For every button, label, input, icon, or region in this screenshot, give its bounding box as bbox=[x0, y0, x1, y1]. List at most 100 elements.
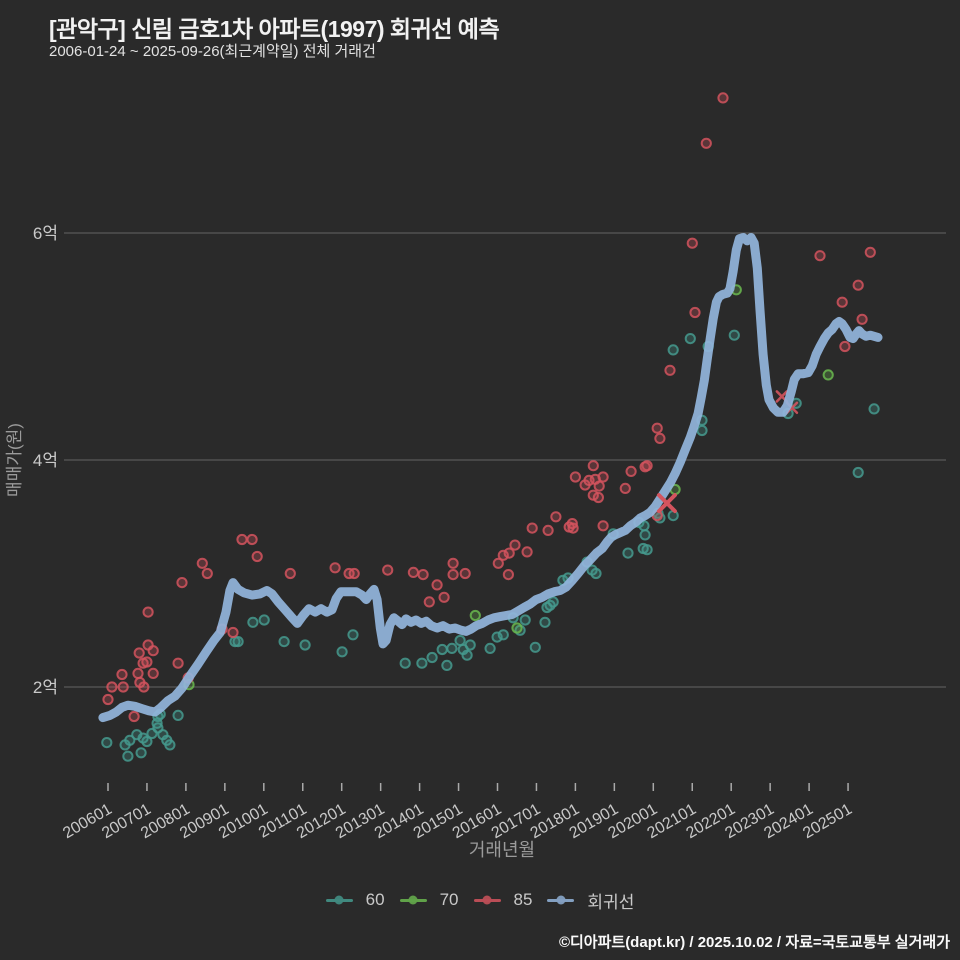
legend-label-70: 70 bbox=[439, 890, 459, 909]
data-point-85 bbox=[117, 681, 129, 693]
data-point-60 bbox=[232, 636, 244, 648]
legend-item-60: 60 bbox=[325, 890, 385, 910]
data-point-85 bbox=[284, 567, 296, 580]
y-tick-label: 4억 bbox=[33, 451, 58, 470]
legend-line-regression-icon bbox=[547, 895, 575, 905]
data-point-85 bbox=[567, 522, 579, 534]
data-point-85 bbox=[423, 596, 435, 608]
data-point-70 bbox=[822, 369, 834, 381]
legend-item-regression: 회귀선 bbox=[547, 888, 634, 913]
data-point-70 bbox=[511, 622, 523, 634]
data-point-85 bbox=[625, 465, 637, 477]
data-point-85 bbox=[246, 533, 258, 546]
data-point-85 bbox=[509, 539, 521, 551]
data-point-85 bbox=[227, 626, 239, 639]
legend-dot-regression-icon bbox=[556, 895, 566, 905]
data-point-85 bbox=[133, 647, 145, 659]
page-subtitle: 2006-01-24 ~ 2025-09-26(최근계약일) 전체 거래건 bbox=[49, 43, 376, 60]
data-point-60 bbox=[141, 735, 153, 748]
data-point-85 bbox=[856, 313, 868, 325]
data-point-85 bbox=[147, 667, 159, 680]
data-point-85 bbox=[839, 340, 851, 353]
y-tick-label: 2억 bbox=[33, 678, 58, 697]
data-point-60 bbox=[436, 643, 448, 656]
legend-item-85: 85 bbox=[473, 890, 533, 910]
data-point-85 bbox=[417, 569, 429, 581]
data-point-60 bbox=[728, 329, 740, 341]
data-point-60 bbox=[446, 642, 458, 655]
data-point-70 bbox=[469, 609, 481, 622]
data-point-85 bbox=[447, 569, 459, 581]
data-point-85 bbox=[431, 579, 443, 591]
data-point-85 bbox=[348, 567, 360, 580]
legend-line-85-icon bbox=[473, 895, 501, 905]
data-point-85 bbox=[407, 566, 419, 579]
data-point-60 bbox=[172, 709, 184, 722]
legend-label-regression: 회귀선 bbox=[587, 892, 635, 912]
data-point-60 bbox=[336, 646, 348, 658]
legend-item-70: 70 bbox=[399, 890, 459, 910]
legend-dot-70-icon bbox=[408, 895, 418, 905]
data-point-60 bbox=[641, 544, 653, 556]
data-point-60 bbox=[684, 333, 696, 345]
data-point-60 bbox=[529, 641, 541, 653]
data-point-85 bbox=[236, 533, 248, 546]
data-point-60 bbox=[416, 657, 428, 669]
data-point-85 bbox=[550, 511, 562, 523]
data-point-60 bbox=[590, 567, 602, 580]
data-point-85 bbox=[597, 520, 609, 532]
data-point-85 bbox=[592, 491, 605, 504]
y-axis-title: 매매가(원) bbox=[5, 423, 24, 497]
data-point-85 bbox=[521, 546, 533, 558]
data-point-60 bbox=[122, 750, 134, 762]
data-point-60 bbox=[347, 629, 359, 641]
data-point-85 bbox=[593, 480, 605, 492]
data-point-85 bbox=[459, 567, 471, 580]
data-point-60 bbox=[247, 616, 259, 628]
data-point-60 bbox=[868, 403, 880, 415]
data-point-85 bbox=[619, 482, 631, 494]
y-tick-label: 6억 bbox=[33, 224, 58, 243]
data-point-85 bbox=[542, 524, 554, 537]
chart-legend: 60 70 85 회귀선 bbox=[0, 886, 960, 914]
data-point-60 bbox=[622, 547, 634, 559]
data-point-60 bbox=[852, 466, 864, 479]
legend-label-85: 85 bbox=[513, 890, 533, 909]
data-point-85 bbox=[201, 567, 213, 580]
data-point-85 bbox=[852, 279, 864, 291]
x-axis-title: 거래년월 bbox=[469, 840, 535, 860]
data-point-60 bbox=[484, 642, 496, 655]
data-point-60 bbox=[547, 596, 559, 608]
cancel-x-marker-large bbox=[656, 493, 677, 514]
data-point-85 bbox=[447, 557, 459, 569]
data-point-85 bbox=[686, 237, 698, 249]
data-point-60 bbox=[399, 657, 411, 669]
data-point-85 bbox=[526, 522, 538, 534]
data-point-85 bbox=[502, 569, 514, 581]
data-point-85 bbox=[132, 667, 144, 680]
data-point-85 bbox=[142, 606, 154, 618]
data-point-60 bbox=[519, 614, 531, 626]
data-point-60 bbox=[497, 629, 509, 641]
data-point-60 bbox=[299, 639, 311, 651]
data-point-85 bbox=[689, 306, 701, 319]
data-point-85 bbox=[106, 681, 118, 693]
data-point-60 bbox=[426, 651, 438, 664]
data-point-85 bbox=[814, 250, 826, 262]
data-point-85 bbox=[196, 557, 208, 569]
data-point-60 bbox=[667, 344, 679, 356]
data-point-60 bbox=[258, 614, 270, 626]
data-point-85 bbox=[102, 693, 114, 706]
data-point-85 bbox=[641, 460, 653, 472]
footer-credit: ©디아파트(dapt.kr) / 2025.10.02 / 자료=국토교통부 실… bbox=[558, 934, 950, 951]
data-point-85 bbox=[664, 364, 676, 376]
data-point-85 bbox=[438, 591, 450, 603]
data-point-85 bbox=[492, 557, 504, 569]
data-point-85 bbox=[116, 668, 128, 681]
data-point-60 bbox=[464, 639, 476, 651]
data-point-60 bbox=[441, 659, 453, 672]
data-point-85 bbox=[176, 577, 188, 589]
data-point-60 bbox=[454, 634, 466, 647]
